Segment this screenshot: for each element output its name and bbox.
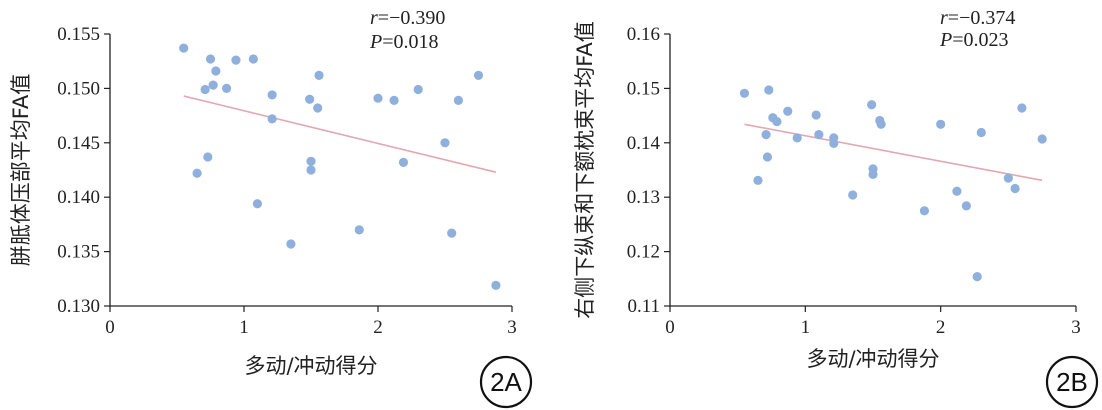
data-point <box>192 168 202 178</box>
data-point <box>961 201 971 211</box>
data-point <box>205 54 216 64</box>
data-point <box>373 93 383 103</box>
data-point <box>739 88 750 98</box>
data-point <box>762 152 773 162</box>
x-tick-label: 1 <box>801 317 811 338</box>
stat-r: r=−0.390 <box>370 7 445 29</box>
trend-line <box>183 95 497 173</box>
data-point <box>868 169 878 179</box>
x-tick-label: 1 <box>239 317 249 338</box>
y-tick-label: 0.14 <box>627 133 661 154</box>
panel-badge <box>479 355 533 409</box>
data-point <box>413 84 423 95</box>
data-point <box>252 199 262 209</box>
data-point <box>1010 183 1020 194</box>
data-point <box>848 190 858 200</box>
chart-panel-2B: 0.11 0.12 0.13 0.14 0.15 0.16 0 1 2 3 r=−0.374P=0.… <box>573 7 1099 409</box>
data-point <box>1003 173 1013 183</box>
data-point <box>761 130 771 140</box>
data-point <box>772 116 782 127</box>
data-point <box>389 95 399 105</box>
y-tick-label: 0.12 <box>627 242 660 263</box>
panel-label: 2B <box>1056 367 1088 397</box>
chart-panel-2A: 0.130 0.135 0.140 0.145 0.150 0.155 0 1 2 3 r=−0.3… <box>9 7 533 409</box>
data-point <box>491 280 501 290</box>
y-tick-label: 0.16 <box>627 24 660 45</box>
stat-p: P=0.023 <box>939 29 1009 51</box>
y-tick-label: 0.150 <box>57 78 100 99</box>
data-point <box>473 70 484 80</box>
data-point <box>221 83 232 93</box>
data-point <box>764 85 774 95</box>
y-axis-title: 胼胝体压部平均FA值 <box>9 74 33 267</box>
y-tick-label: 0.135 <box>57 242 100 263</box>
data-point <box>231 55 241 65</box>
x-tick-label: 0 <box>665 317 675 338</box>
data-point <box>867 100 877 110</box>
data-point <box>447 228 457 238</box>
data-point <box>1017 103 1027 113</box>
data-point <box>305 94 315 104</box>
panel-badge <box>1045 355 1099 409</box>
data-point <box>286 239 296 249</box>
data-point <box>936 119 946 129</box>
data-point <box>267 90 277 100</box>
data-point <box>792 133 802 143</box>
stat-p: P=0.018 <box>369 31 439 53</box>
data-point <box>976 127 986 138</box>
data-point <box>453 95 463 105</box>
y-tick-label: 0.155 <box>57 24 100 45</box>
trend-line <box>744 123 1043 182</box>
data-point <box>267 114 277 124</box>
data-point <box>876 119 886 129</box>
y-tick-label: 0.130 <box>57 296 100 317</box>
x-tick-label: 3 <box>507 317 517 338</box>
y-tick-label: 0.11 <box>627 296 660 317</box>
data-point <box>1037 134 1047 144</box>
x-tick-label: 0 <box>105 317 115 338</box>
data-point <box>952 186 962 196</box>
data-point <box>814 130 824 140</box>
panel-label: 2A <box>490 367 522 397</box>
y-tick-label: 0.13 <box>627 187 660 208</box>
data-point <box>354 225 364 235</box>
data-point <box>398 157 409 167</box>
data-point <box>919 206 930 216</box>
data-point <box>783 106 793 116</box>
data-point <box>811 110 821 120</box>
data-point <box>203 152 213 162</box>
data-point <box>306 156 316 166</box>
data-point <box>313 103 323 113</box>
data-point <box>972 272 982 282</box>
x-tick-label: 3 <box>1071 317 1081 338</box>
data-point <box>208 80 218 90</box>
data-point <box>179 43 189 53</box>
x-tick-label: 2 <box>936 317 946 338</box>
x-axis-title: 多动/冲动得分 <box>806 347 939 371</box>
y-tick-label: 0.145 <box>57 133 100 154</box>
y-axis-title: 右侧下纵束和下额枕束平均FA值 <box>573 21 597 319</box>
data-point <box>829 138 839 148</box>
x-axis-title: 多动/冲动得分 <box>244 354 377 378</box>
data-point <box>200 84 210 95</box>
x-tick-label: 2 <box>373 317 383 338</box>
data-point <box>211 66 221 76</box>
data-point <box>248 54 258 64</box>
data-point <box>753 175 763 185</box>
data-point <box>440 138 450 148</box>
y-tick-label: 0.140 <box>57 187 100 208</box>
data-point <box>306 165 316 175</box>
y-tick-label: 0.15 <box>627 78 660 99</box>
data-point <box>314 70 324 80</box>
stat-r: r=−0.374 <box>940 7 1015 29</box>
